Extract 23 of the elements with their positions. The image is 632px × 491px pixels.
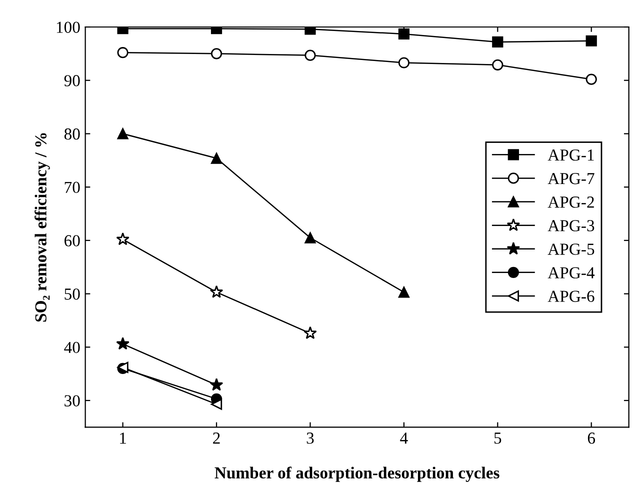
y-tick-label: 90 <box>64 75 80 86</box>
x-tick-label: 3 <box>306 432 314 444</box>
y-tick-label: 40 <box>64 342 80 354</box>
legend-label: APG-4 <box>548 267 595 278</box>
x-axis-title: Number of adsorption-desorption cycles <box>214 466 500 482</box>
legend-label: APG-6 <box>548 290 594 302</box>
y-tick-label: 70 <box>64 182 80 194</box>
legend-label: APG-2 <box>548 196 594 208</box>
legend-label: APG-3 <box>548 220 594 232</box>
y-tick-label: 60 <box>64 235 80 246</box>
x-tick-label: 5 <box>494 432 502 444</box>
y-tick-label: 80 <box>64 128 80 140</box>
x-tick-label: 1 <box>120 432 126 444</box>
y-tick-label: 50 <box>64 288 80 300</box>
y-tick-label: 100 <box>56 22 80 33</box>
y-axis-title: SO₂ removal efficiency / % <box>34 133 50 322</box>
legend-label: APG-5 <box>548 244 594 255</box>
x-tick-label: 2 <box>213 432 220 444</box>
legend-label: APG-1 <box>548 149 594 161</box>
x-tick-label: 6 <box>588 432 596 444</box>
x-tick-label: 4 <box>400 432 408 444</box>
legend-label: APG-7 <box>548 173 594 184</box>
y-tick-label: 30 <box>64 395 80 406</box>
